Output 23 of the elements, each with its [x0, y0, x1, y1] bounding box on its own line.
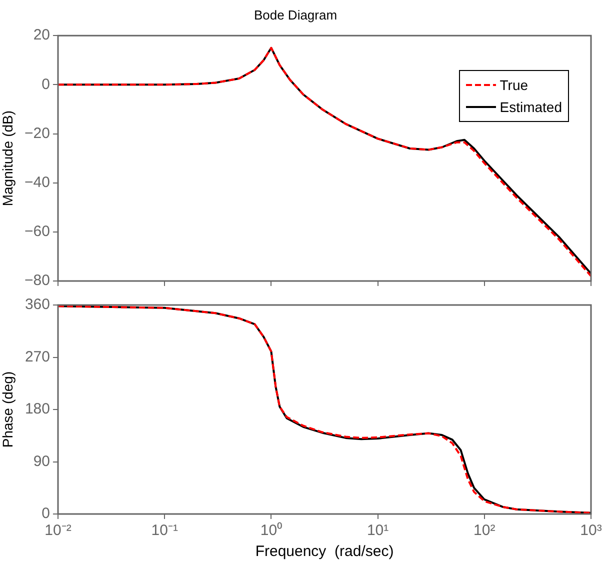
x-tick-label: 10² — [474, 522, 496, 540]
y-tick-label: 180 — [24, 400, 50, 418]
x-axis-title: Frequency (rad/sec) — [255, 543, 394, 560]
x-tick-label: 10⁰ — [260, 522, 282, 540]
legend-label: True — [500, 77, 528, 93]
legend-label: Estimated — [500, 99, 562, 115]
y-tick-label: −20 — [24, 124, 50, 142]
y-tick-label: 270 — [24, 348, 50, 366]
y-tick-label: 360 — [24, 296, 50, 314]
y-tick-label: −80 — [24, 272, 50, 290]
x-tick-label: 10¹ — [366, 522, 389, 540]
x-tick-label: 10⁻¹ — [151, 522, 178, 540]
y-axis-title: Magnitude (dB) — [0, 110, 16, 206]
y-tick-label: 0 — [42, 505, 50, 522]
y-tick-label: 20 — [33, 26, 50, 44]
y-axis-title: Phase (deg) — [0, 371, 16, 448]
y-tick-label: 90 — [33, 452, 50, 470]
y-tick-label: 0 — [42, 76, 50, 93]
x-tick-label: 10⁻² — [44, 522, 72, 540]
x-tick-label: 10³ — [580, 522, 602, 540]
y-tick-label: −40 — [24, 174, 50, 191]
y-tick-label: −60 — [24, 223, 50, 240]
chart-title: Bode Diagram — [254, 7, 338, 22]
